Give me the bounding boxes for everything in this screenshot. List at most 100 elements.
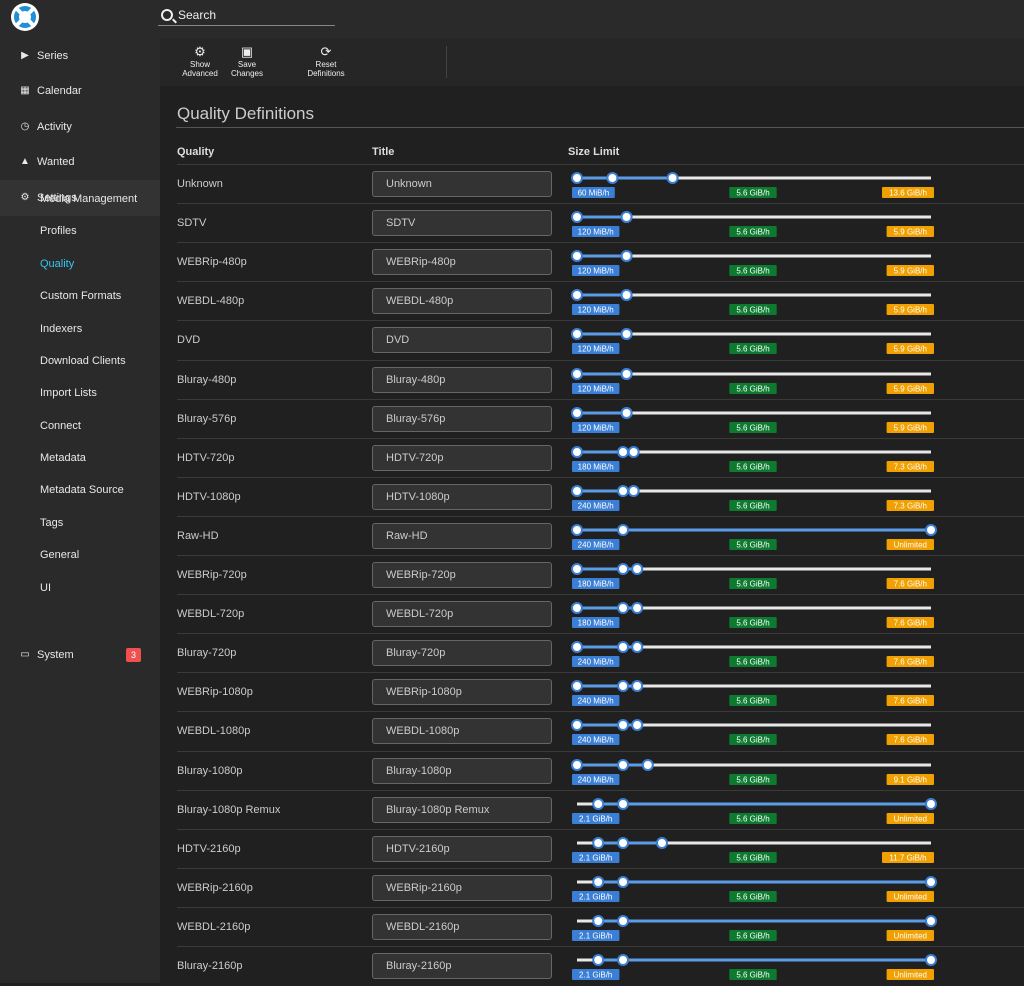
slider-max-handle[interactable] <box>620 289 633 302</box>
quality-title-input[interactable] <box>372 835 552 862</box>
settings-item-quality[interactable]: Quality <box>40 258 75 270</box>
nav-activity[interactable]: ◷ Activity <box>0 109 160 145</box>
settings-item-metadata-source[interactable]: Metadata Source <box>40 484 124 496</box>
slider-preferred-handle[interactable] <box>617 954 630 966</box>
slider-max-handle[interactable] <box>620 211 633 224</box>
slider-preferred-handle[interactable] <box>617 602 630 615</box>
quality-title-input[interactable] <box>372 601 552 628</box>
slider-max-handle[interactable] <box>631 719 644 732</box>
slider-min-handle[interactable] <box>592 914 605 927</box>
quality-title-input[interactable] <box>372 522 552 549</box>
size-limit-slider[interactable]: 240 MiB/h 5.6 GiB/h 9.1 GiB/h <box>571 756 941 788</box>
search-input[interactable] <box>178 7 328 23</box>
size-limit-slider[interactable]: 120 MiB/h 5.6 GiB/h 5.9 GiB/h <box>571 365 941 397</box>
slider-preferred-handle[interactable] <box>617 719 630 732</box>
settings-item-download-clients[interactable]: Download Clients <box>40 355 126 367</box>
settings-item-general[interactable]: General <box>40 549 80 561</box>
size-limit-slider[interactable]: 180 MiB/h 5.6 GiB/h 7.6 GiB/h <box>571 599 941 631</box>
quality-title-input[interactable] <box>372 405 552 432</box>
slider-preferred-handle[interactable] <box>617 484 630 497</box>
slider-min-handle[interactable] <box>571 523 583 536</box>
slider-max-handle[interactable] <box>641 758 654 771</box>
slider-max-handle[interactable] <box>631 680 644 693</box>
quality-title-input[interactable] <box>372 913 552 940</box>
slider-max-handle[interactable] <box>631 563 644 575</box>
show-advanced-button[interactable]: ⚙ Show Advanced <box>174 44 226 78</box>
slider-min-handle[interactable] <box>571 719 583 732</box>
slider-min-handle[interactable] <box>571 758 583 771</box>
size-limit-slider[interactable]: 120 MiB/h 5.6 GiB/h 5.9 GiB/h <box>571 404 941 436</box>
size-limit-slider[interactable]: 240 MiB/h 5.6 GiB/h 7.6 GiB/h <box>571 716 941 748</box>
slider-preferred-handle[interactable] <box>617 680 630 693</box>
quality-title-input[interactable] <box>372 757 552 784</box>
size-limit-slider[interactable]: 120 MiB/h 5.6 GiB/h 5.9 GiB/h <box>571 247 941 279</box>
slider-min-handle[interactable] <box>571 367 583 380</box>
slider-min-handle[interactable] <box>571 289 583 302</box>
size-limit-slider[interactable]: 2.1 GiB/h 5.6 GiB/h Unlimited <box>571 795 941 827</box>
slider-min-handle[interactable] <box>571 484 583 497</box>
size-limit-slider[interactable]: 2.1 GiB/h 5.6 GiB/h Unlimited <box>571 951 941 983</box>
slider-preferred-handle[interactable] <box>606 172 619 184</box>
slider-min-handle[interactable] <box>571 172 583 184</box>
slider-min-handle[interactable] <box>592 875 605 888</box>
nav-system[interactable]: ▭ System 3 <box>0 637 160 673</box>
nav-wanted[interactable]: ▲ Wanted <box>0 144 160 180</box>
quality-title-input[interactable] <box>372 796 552 823</box>
slider-min-handle[interactable] <box>571 406 583 419</box>
quality-title-input[interactable] <box>372 327 552 354</box>
slider-max-handle[interactable] <box>631 641 644 654</box>
slider-max-handle[interactable] <box>655 836 668 849</box>
size-limit-slider[interactable]: 120 MiB/h 5.6 GiB/h 5.9 GiB/h <box>571 286 941 318</box>
save-changes-button[interactable]: ▣ Save Changes <box>221 44 273 78</box>
slider-max-handle[interactable] <box>925 875 937 888</box>
settings-item-connect[interactable]: Connect <box>40 420 81 432</box>
size-limit-slider[interactable]: 2.1 GiB/h 5.6 GiB/h 11.7 GiB/h <box>571 834 941 866</box>
search-box[interactable] <box>158 7 335 26</box>
reset-definitions-button[interactable]: ⟳ Reset Definitions <box>300 44 352 78</box>
slider-min-handle[interactable] <box>592 836 605 849</box>
settings-item-custom-formats[interactable]: Custom Formats <box>40 290 122 302</box>
app-logo[interactable] <box>11 3 39 31</box>
size-limit-slider[interactable]: 240 MiB/h 5.6 GiB/h 7.6 GiB/h <box>571 638 941 670</box>
slider-min-handle[interactable] <box>592 954 605 966</box>
slider-min-handle[interactable] <box>571 641 583 654</box>
size-limit-slider[interactable]: 180 MiB/h 5.6 GiB/h 7.3 GiB/h <box>571 443 941 475</box>
slider-max-handle[interactable] <box>627 445 640 458</box>
slider-min-handle[interactable] <box>571 328 583 341</box>
slider-max-handle[interactable] <box>925 523 937 536</box>
nav-series[interactable]: ▶ Series <box>0 38 160 74</box>
settings-item-import-lists[interactable]: Import Lists <box>40 387 97 399</box>
slider-max-handle[interactable] <box>620 250 633 263</box>
slider-preferred-handle[interactable] <box>617 914 630 927</box>
slider-min-handle[interactable] <box>571 250 583 263</box>
slider-min-handle[interactable] <box>571 445 583 458</box>
quality-title-input[interactable] <box>372 562 552 588</box>
size-limit-slider[interactable]: 240 MiB/h 5.6 GiB/h Unlimited <box>571 521 941 553</box>
size-limit-slider[interactable]: 240 MiB/h 5.6 GiB/h 7.6 GiB/h <box>571 677 941 709</box>
size-limit-slider[interactable]: 2.1 GiB/h 5.6 GiB/h Unlimited <box>571 873 941 905</box>
slider-preferred-handle[interactable] <box>617 523 630 536</box>
slider-min-handle[interactable] <box>571 211 583 224</box>
slider-preferred-handle[interactable] <box>617 758 630 771</box>
size-limit-slider[interactable]: 2.1 GiB/h 5.6 GiB/h Unlimited <box>571 912 941 944</box>
settings-item-indexers[interactable]: Indexers <box>40 323 83 335</box>
slider-max-handle[interactable] <box>925 797 937 810</box>
slider-max-handle[interactable] <box>666 172 679 184</box>
size-limit-slider[interactable]: 240 MiB/h 5.6 GiB/h 7.3 GiB/h <box>571 482 941 514</box>
settings-item-tags[interactable]: Tags <box>40 517 64 529</box>
size-limit-slider[interactable]: 60 MiB/h 5.6 GiB/h 13.6 GiB/h <box>571 169 941 201</box>
settings-item-media-management[interactable]: Media Management <box>40 193 138 205</box>
slider-max-handle[interactable] <box>925 954 937 966</box>
quality-title-input[interactable] <box>372 366 552 393</box>
size-limit-slider[interactable]: 120 MiB/h 5.6 GiB/h 5.9 GiB/h <box>571 208 941 240</box>
quality-title-input[interactable] <box>372 483 552 510</box>
slider-max-handle[interactable] <box>925 914 937 927</box>
nav-settings[interactable]: ⚙ Settings <box>0 180 160 216</box>
slider-preferred-handle[interactable] <box>617 797 630 810</box>
slider-min-handle[interactable] <box>592 797 605 810</box>
quality-title-input[interactable] <box>372 953 552 979</box>
slider-max-handle[interactable] <box>620 367 633 380</box>
slider-max-handle[interactable] <box>631 602 644 615</box>
quality-title-input[interactable] <box>372 249 552 276</box>
quality-title-input[interactable] <box>372 679 552 706</box>
